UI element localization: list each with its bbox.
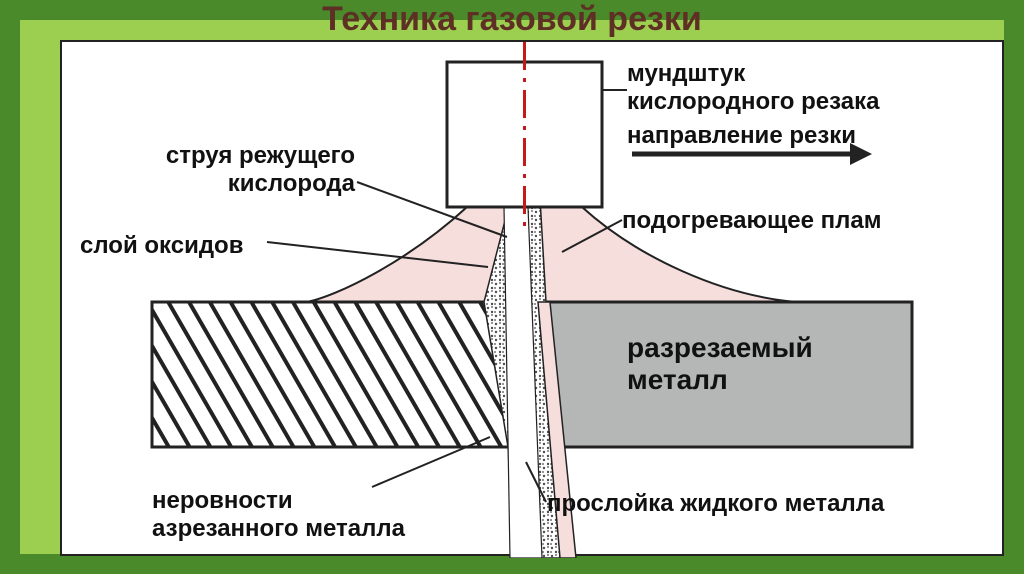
diagram-container: мундштук кислородного резака направление …	[60, 40, 1004, 556]
label-l4: слой оксидов	[80, 232, 243, 260]
label-l3: струя режущего кислорода	[80, 142, 355, 197]
label-l6: разрезаемый металл	[627, 332, 813, 396]
label-l2: направление резки	[627, 122, 856, 150]
label-l5: подогревающее плам	[622, 207, 881, 235]
label-l8: прослойка жидкого металла	[547, 490, 884, 518]
label-l7: неровности азрезанного металла	[152, 487, 405, 542]
label-l1: мундштук кислородного резака	[627, 60, 879, 115]
diagram-svg	[62, 42, 1006, 558]
page-title: Техника газовой резки	[0, 0, 1024, 39]
